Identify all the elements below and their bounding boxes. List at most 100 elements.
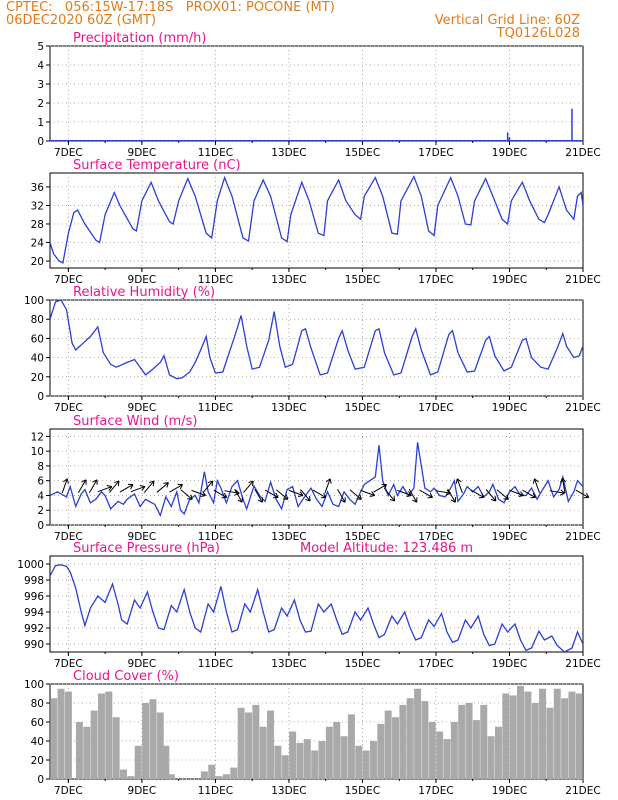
- cloud-bar: [347, 714, 355, 779]
- wind-arrow: [169, 484, 183, 493]
- cloud-bar: [156, 712, 164, 779]
- wind-arrow: [533, 478, 541, 494]
- wind-arrow-head: [455, 478, 462, 484]
- cloud-bar: [64, 691, 72, 779]
- x-tick-label: 9DEC: [128, 274, 157, 286]
- cloud-bar: [480, 704, 488, 779]
- wind-arrow-head: [187, 494, 193, 500]
- y-tick-label: 4: [37, 60, 44, 72]
- wind-arrow: [89, 479, 98, 494]
- x-tick-label: 19DEC: [492, 274, 527, 286]
- wind-arrow: [470, 489, 485, 498]
- cloud-bar: [575, 693, 583, 779]
- x-tick-label: 9DEC: [128, 402, 157, 414]
- cloud-bar: [524, 691, 532, 779]
- x-tick-label: 7DEC: [54, 658, 83, 670]
- wind-arrow: [143, 480, 155, 493]
- wind-arrow-head: [320, 492, 327, 499]
- panel-precip: Precipitation (mm/h)7DEC 9DEC 11DEC 13DEC 15…: [37, 31, 600, 159]
- wind-arrow: [408, 489, 418, 503]
- y-tick-label: 10: [31, 446, 44, 458]
- cloud-bar: [142, 703, 150, 779]
- wind-arrow: [509, 489, 524, 496]
- x-tick-label: 9DEC: [128, 147, 157, 159]
- cloud-bar: [414, 688, 422, 779]
- wind-arrow-head: [340, 497, 346, 503]
- wind-arrow-head: [478, 492, 485, 499]
- y-tick-label: 8: [37, 461, 44, 473]
- wind-arrow-head: [412, 497, 418, 503]
- cloud-bar: [127, 776, 135, 779]
- cloud-bar: [97, 693, 105, 779]
- x-tick-label: 19DEC: [492, 531, 527, 543]
- y-tick-label: 3: [37, 79, 44, 91]
- x-tick-label: 19DEC: [492, 658, 527, 670]
- wind-arrow-head: [139, 485, 146, 491]
- wind-arrow: [77, 479, 87, 494]
- header-model-id: TQ0126L028: [496, 26, 580, 41]
- x-tick-label: 15DEC: [345, 785, 380, 797]
- cloud-bar: [311, 750, 319, 779]
- cloud-bar: [215, 776, 223, 779]
- wind-arrow: [435, 490, 451, 494]
- cloud-bar: [105, 691, 113, 779]
- panel-title: Cloud Cover (%): [73, 669, 179, 684]
- wind-arrow-head: [127, 483, 134, 490]
- wind-arrow: [213, 489, 227, 498]
- wind-arrow: [97, 486, 113, 493]
- cloud-bar: [340, 736, 348, 779]
- cloud-bar: [502, 693, 510, 779]
- y-tick-label: 996: [24, 591, 44, 603]
- cloud-bar: [112, 717, 120, 779]
- wind-arrow: [234, 489, 243, 503]
- wind-arrow-head: [163, 482, 169, 488]
- x-tick-label: 17DEC: [418, 402, 453, 414]
- x-tick-label: 7DEC: [54, 274, 83, 286]
- wind-arrow: [288, 489, 304, 496]
- cloud-bar: [362, 750, 370, 779]
- panel-cloud: Cloud Cover (%) 7DEC 9DEC 11DEC 13DEC 15DEC 17…: [24, 669, 601, 797]
- wind-arrow: [456, 478, 463, 494]
- cloud-bar: [399, 704, 407, 779]
- cloud-bar: [303, 739, 311, 779]
- x-tick-label: 13DEC: [271, 531, 306, 543]
- cloud-bar: [208, 764, 216, 779]
- wind-arrow-head: [490, 495, 497, 502]
- cloud-bar: [384, 710, 392, 779]
- x-tick-label: 21DEC: [565, 658, 600, 670]
- wind-arrow-head: [81, 479, 87, 485]
- x-tick-label: 17DEC: [418, 785, 453, 797]
- y-tick-label: 12: [31, 431, 44, 443]
- x-tick-label: 9DEC: [128, 785, 157, 797]
- wind-arrow: [119, 484, 134, 493]
- cloud-bar: [50, 698, 58, 779]
- cloud-bar: [325, 726, 333, 779]
- x-tick-label: 17DEC: [418, 658, 453, 670]
- y-tick-label: 36: [31, 182, 45, 194]
- x-tick-label: 21DEC: [565, 785, 600, 797]
- y-tick-label: 20: [31, 372, 44, 384]
- x-tick-label: 7DEC: [54, 785, 83, 797]
- x-tick-label: 13DEC: [271, 785, 306, 797]
- x-tick-label: 17DEC: [418, 274, 453, 286]
- y-tick-label: 100: [24, 679, 44, 691]
- panel-frame: [49, 45, 584, 142]
- wind-arrow: [549, 490, 565, 494]
- y-tick-label: 60: [31, 717, 44, 729]
- panel-title: Surface Pressure (hPa): [73, 541, 220, 556]
- panel-temp: Surface Temperature (nC) 7DEC 9DEC 11DEC 13D…: [31, 158, 601, 286]
- cloud-bar: [443, 739, 451, 779]
- y-tick-label: 994: [24, 607, 44, 619]
- wind-arrow-head: [273, 492, 279, 499]
- cloud-bar: [421, 701, 429, 779]
- wind-arrow-head: [149, 480, 155, 487]
- x-tick-label: 9DEC: [128, 531, 157, 543]
- cloud-bar: [377, 723, 385, 779]
- panel-title: Surface Wind (m/s): [73, 414, 197, 429]
- wind-arrow-head: [257, 497, 264, 503]
- wind-arrow: [156, 482, 169, 493]
- x-tick-label: 17DEC: [418, 147, 453, 159]
- cloud-bar: [465, 703, 473, 779]
- wind-arrow: [61, 478, 68, 494]
- wind-arrow-head: [389, 495, 396, 502]
